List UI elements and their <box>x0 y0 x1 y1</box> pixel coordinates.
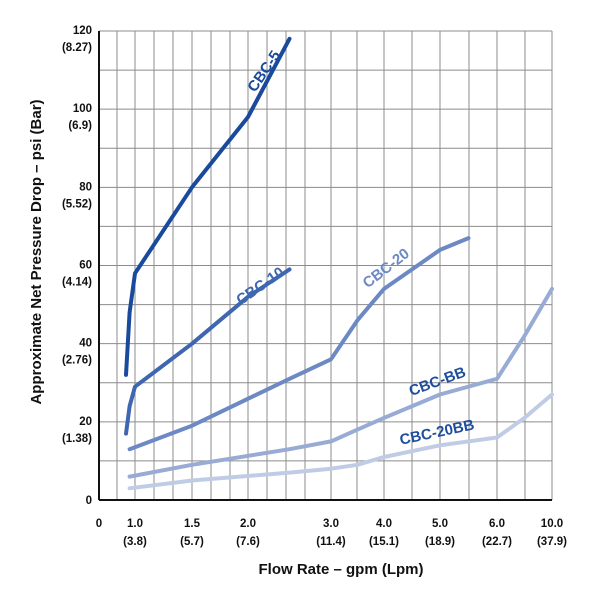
x-tick-label: 0 <box>96 518 102 530</box>
series-label-cbc-10: CBC-10 <box>233 264 287 309</box>
tick-labels: 0 1.0 (3.8) 1.5 (5.7) 2.0 (7.6) 3.0 (11.4) 4.0 (15… <box>62 25 567 548</box>
y-tick-sublabel: (8.27) <box>62 42 92 54</box>
x-tick-label: 6.0 <box>489 518 505 530</box>
y-tick-label: 0 <box>86 495 92 507</box>
series-label-cbc-20: CBC-20 <box>360 245 413 292</box>
x-axis-title: Flow Rate – gpm (Lpm) <box>259 561 424 578</box>
x-tick-sublabel: (5.7) <box>180 536 204 548</box>
y-tick-label: 20 <box>79 416 92 428</box>
x-tick-label: 2.0 <box>240 518 256 530</box>
y-tick-sublabel: (2.76) <box>62 355 92 367</box>
x-tick-sublabel: (18.9) <box>425 536 455 548</box>
x-tick-sublabel: (15.1) <box>369 536 399 548</box>
series-line-cbc-20 <box>127 236 471 452</box>
series-line-cbc-5 <box>124 36 292 377</box>
x-tick-label: 1.0 <box>127 518 143 530</box>
x-tick-sublabel: (22.7) <box>482 536 512 548</box>
series-line-cbc-10 <box>124 267 292 436</box>
x-tick-label: 1.5 <box>184 518 201 530</box>
x-tick-sublabel: (11.4) <box>316 536 346 548</box>
x-tick-label: 10.0 <box>541 518 563 530</box>
y-tick-label: 60 <box>79 260 92 272</box>
y-tick-sublabel: (4.14) <box>62 277 92 289</box>
x-tick-sublabel: (3.8) <box>123 536 147 548</box>
y-tick-sublabel: (1.38) <box>62 433 92 445</box>
x-tick-label: 4.0 <box>376 518 392 530</box>
y-tick-sublabel: (6.9) <box>68 120 92 132</box>
series-lines <box>124 36 554 491</box>
x-tick-label: 5.0 <box>432 518 448 530</box>
y-tick-label: 100 <box>73 103 92 115</box>
series-line-cbc-20bb <box>127 392 554 491</box>
y-tick-sublabel: (5.52) <box>62 198 92 210</box>
y-tick-label: 120 <box>73 25 92 37</box>
axes <box>98 31 552 501</box>
x-tick-sublabel: (7.6) <box>236 536 260 548</box>
x-tick-label: 3.0 <box>323 518 339 530</box>
x-tick-sublabel: (37.9) <box>537 536 567 548</box>
series-line-cbc-bb <box>127 286 554 479</box>
y-tick-label: 40 <box>79 338 92 350</box>
y-tick-label: 80 <box>79 181 92 193</box>
grid <box>99 30 553 500</box>
y-axis-title: Approximate Net Pressure Drop – psi (Bar… <box>28 99 45 404</box>
